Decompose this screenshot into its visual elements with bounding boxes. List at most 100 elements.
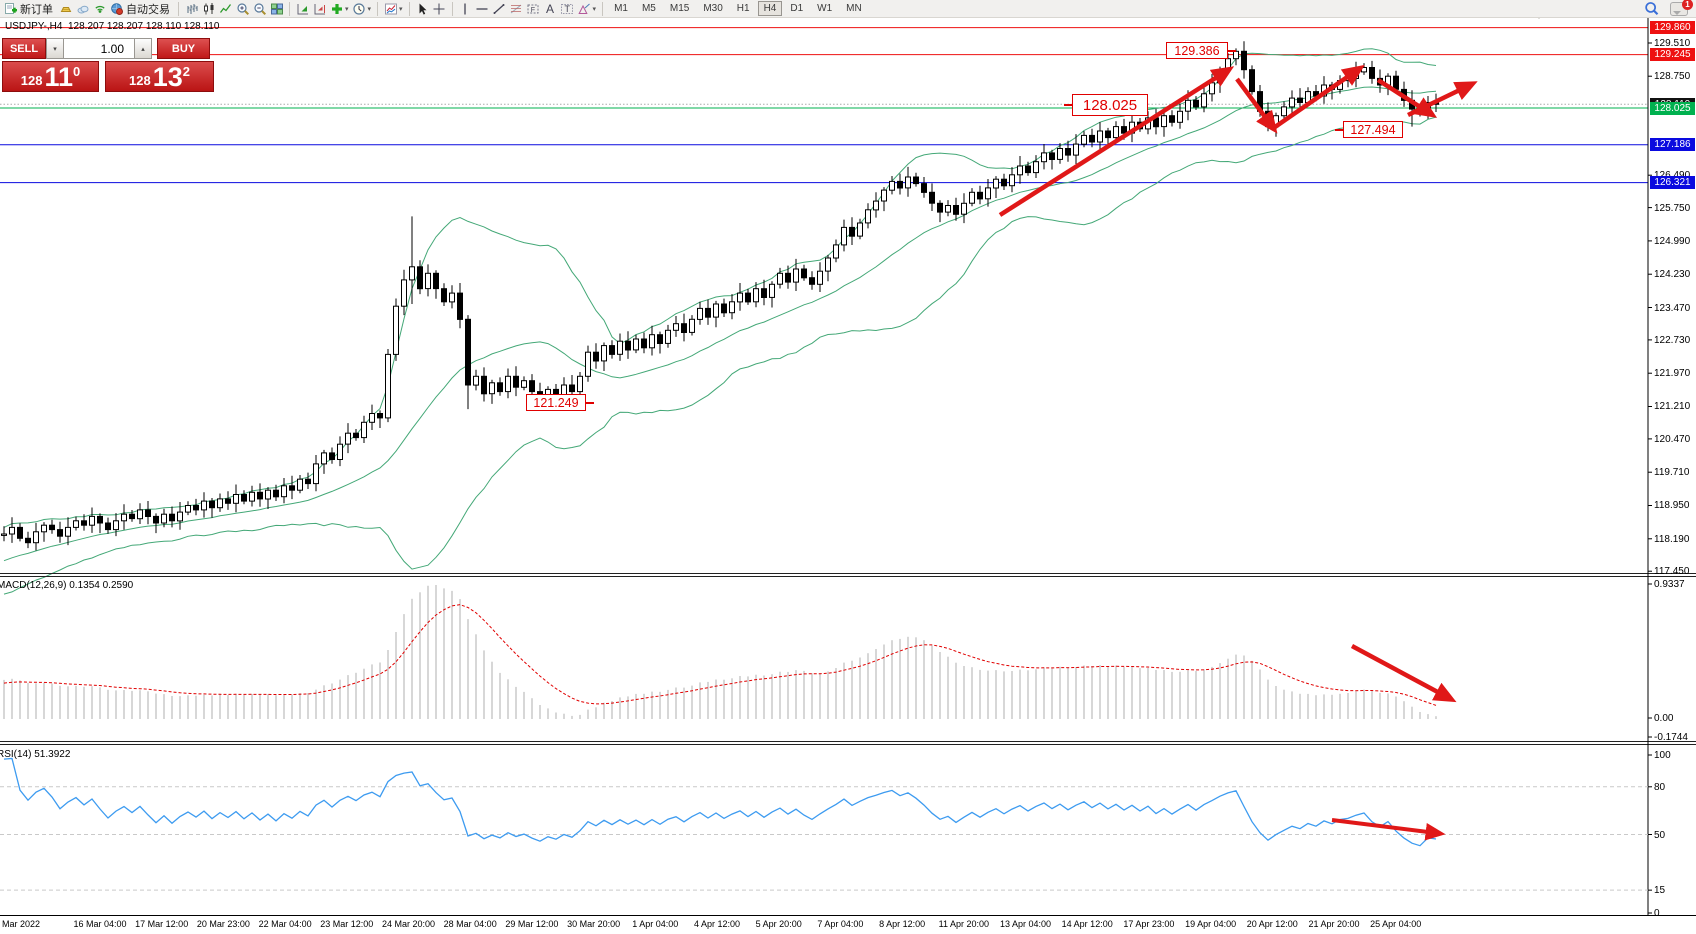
timeframe-d1-button[interactable]: D1 (784, 1, 809, 16)
gold-icon[interactable] (57, 1, 74, 17)
text-icon[interactable]: A (542, 1, 559, 17)
timeframe-h1-button[interactable]: H1 (731, 1, 756, 16)
price-annotation-label[interactable]: 128.025 (1072, 94, 1148, 116)
dropdown-caret-icon[interactable]: ▾ (367, 5, 372, 13)
textlabel-icon[interactable]: T (559, 1, 576, 17)
time-label: 8 Apr 12:00 (879, 919, 926, 929)
buy-price-box[interactable]: 128 13 2 (105, 61, 214, 92)
price-tick: 125.750 (1654, 202, 1691, 214)
svg-text:T: T (565, 4, 571, 14)
time-label: 22 Mar 04:00 (258, 919, 312, 929)
fibo-icon[interactable] (508, 1, 525, 17)
buy-button[interactable]: BUY (157, 38, 210, 59)
time-label: 24 Mar 20:00 (381, 919, 436, 929)
one-click-trading-panel: SELL ▾ ▴ BUY 128 11 0 128 13 2 (2, 38, 214, 92)
time-label: 14 Apr 12:00 (1061, 919, 1113, 929)
price-axis[interactable]: 129.510 128.750 126.490 125.750 124.990 124.2… (1648, 18, 1696, 919)
sell-button[interactable]: SELL (2, 38, 46, 59)
svg-text:F: F (531, 7, 535, 14)
crosshair-icon[interactable] (431, 1, 448, 17)
cursor-icon[interactable] (414, 1, 431, 17)
sell-price-box[interactable]: 128 11 0 (2, 61, 99, 92)
time-label: 5 Apr 20:00 (755, 919, 802, 929)
timeframe-w1-button[interactable]: W1 (811, 1, 838, 16)
price-tick: 124.990 (1654, 235, 1691, 247)
rsi-axis-level: 100 (1654, 750, 1671, 761)
new-order-label[interactable]: 新订单 (20, 3, 53, 16)
annotation-dash (1228, 49, 1236, 52)
channel-icon[interactable]: F (525, 1, 542, 17)
tile-windows-icon[interactable] (268, 1, 285, 17)
zoom-out-icon[interactable] (251, 1, 268, 17)
annotation-dash (586, 401, 594, 404)
volume-input[interactable] (64, 38, 134, 59)
chart-title: USDJPY-,H4 128.207 128.207 128.110 128.1… (5, 21, 220, 32)
buy-price-big: 13 (152, 62, 183, 92)
trendline-icon[interactable] (491, 1, 508, 17)
dropdown-caret-icon[interactable]: ▾ (592, 5, 597, 13)
price-badge: 126.321 (1650, 176, 1695, 190)
cloud-icon[interactable] (74, 1, 91, 17)
candle-chart-icon[interactable] (200, 1, 217, 17)
price-badge: 128.025 (1650, 101, 1695, 115)
price-annotation-label[interactable]: 129.386 (1166, 42, 1228, 59)
macd-axis-zero: 0.00 (1654, 713, 1674, 724)
rsi-indicator-label: RSI(14) 51.3922 (0, 749, 71, 760)
hline-icon[interactable] (474, 1, 491, 17)
time-label: 16 Mar 04:00 (73, 919, 127, 929)
signal-icon[interactable] (91, 1, 108, 17)
price-annotation-label[interactable]: 127.494 (1343, 121, 1403, 138)
autotrade-label[interactable]: 自动交易 (126, 3, 170, 16)
timeframe-m1-button[interactable]: M1 (608, 1, 634, 16)
price-annotation-label[interactable]: 121.249 (526, 394, 586, 411)
dropdown-caret-icon[interactable]: ▾ (345, 5, 349, 13)
toolbar-separator (178, 1, 179, 16)
vline-icon[interactable] (457, 1, 474, 17)
zoom-in-icon[interactable] (234, 1, 251, 17)
time-label: 17 Mar 12:00 (135, 919, 189, 929)
price-tick: 119.710 (1654, 467, 1690, 479)
macd-axis-min: -0.1744 (1654, 732, 1688, 743)
time-label: 28 Mar 04:00 (443, 919, 497, 929)
time-axis[interactable]: Mar 2022 16 Mar 04:00 17 Mar 12:00 20 Mar 2… (0, 916, 1696, 934)
time-label: 1 Apr 04:00 (632, 919, 679, 929)
time-label: 20 Mar 23:00 (196, 919, 250, 929)
bar-chart-icon[interactable] (183, 1, 200, 17)
timeframe-mn-button[interactable]: MN (840, 1, 868, 16)
sell-price-prefix: 128 (20, 73, 43, 88)
timeframe-h4-button[interactable]: H4 (757, 1, 783, 16)
timeframe-m30-button[interactable]: M30 (697, 1, 728, 16)
notifications-chat-icon[interactable]: 1 (1670, 0, 1693, 16)
volume-decrease-button[interactable]: ▾ (46, 38, 64, 59)
auto-scroll-icon[interactable] (294, 1, 311, 17)
timeframe-m5-button[interactable]: M5 (636, 1, 662, 16)
price-tick: 122.730 (1654, 334, 1691, 346)
buy-price-sup: 2 (182, 64, 190, 79)
price-badge: 127.186 (1650, 138, 1695, 152)
dropdown-caret-icon[interactable]: ▾ (399, 5, 403, 13)
period-clock-icon[interactable] (351, 1, 368, 17)
time-label: 11 Apr 20:00 (938, 919, 989, 929)
new-order-icon[interactable] (2, 1, 19, 17)
toolbar-separator (408, 1, 410, 16)
annotation-dash (1064, 104, 1072, 106)
shapes-icon[interactable] (576, 1, 593, 17)
price-tick: 117.450 (1654, 566, 1690, 578)
add-indicator-icon[interactable] (328, 1, 345, 17)
price-tick: 123.470 (1654, 302, 1691, 314)
time-label: 17 Apr 23:00 (1123, 919, 1175, 929)
line-chart-icon[interactable] (217, 1, 234, 17)
rsi-axis-level: 80 (1654, 781, 1666, 793)
templates-icon[interactable] (382, 1, 399, 17)
search-magnifier-icon[interactable] (1643, 1, 1660, 17)
svg-text:A: A (546, 2, 554, 16)
time-label: 20 Apr 12:00 (1246, 919, 1298, 929)
autotrade-icon[interactable] (108, 1, 125, 17)
chart-shift-icon[interactable] (311, 1, 328, 17)
macd-indicator-label: MACD(12,26,9) 0.1354 0.2590 (0, 580, 134, 591)
time-label: 29 Mar 12:00 (505, 919, 559, 929)
volume-increase-button[interactable]: ▴ (134, 38, 152, 59)
price-tick: 126.490 (1654, 170, 1690, 181)
timeframe-m15-button[interactable]: M15 (664, 1, 695, 16)
